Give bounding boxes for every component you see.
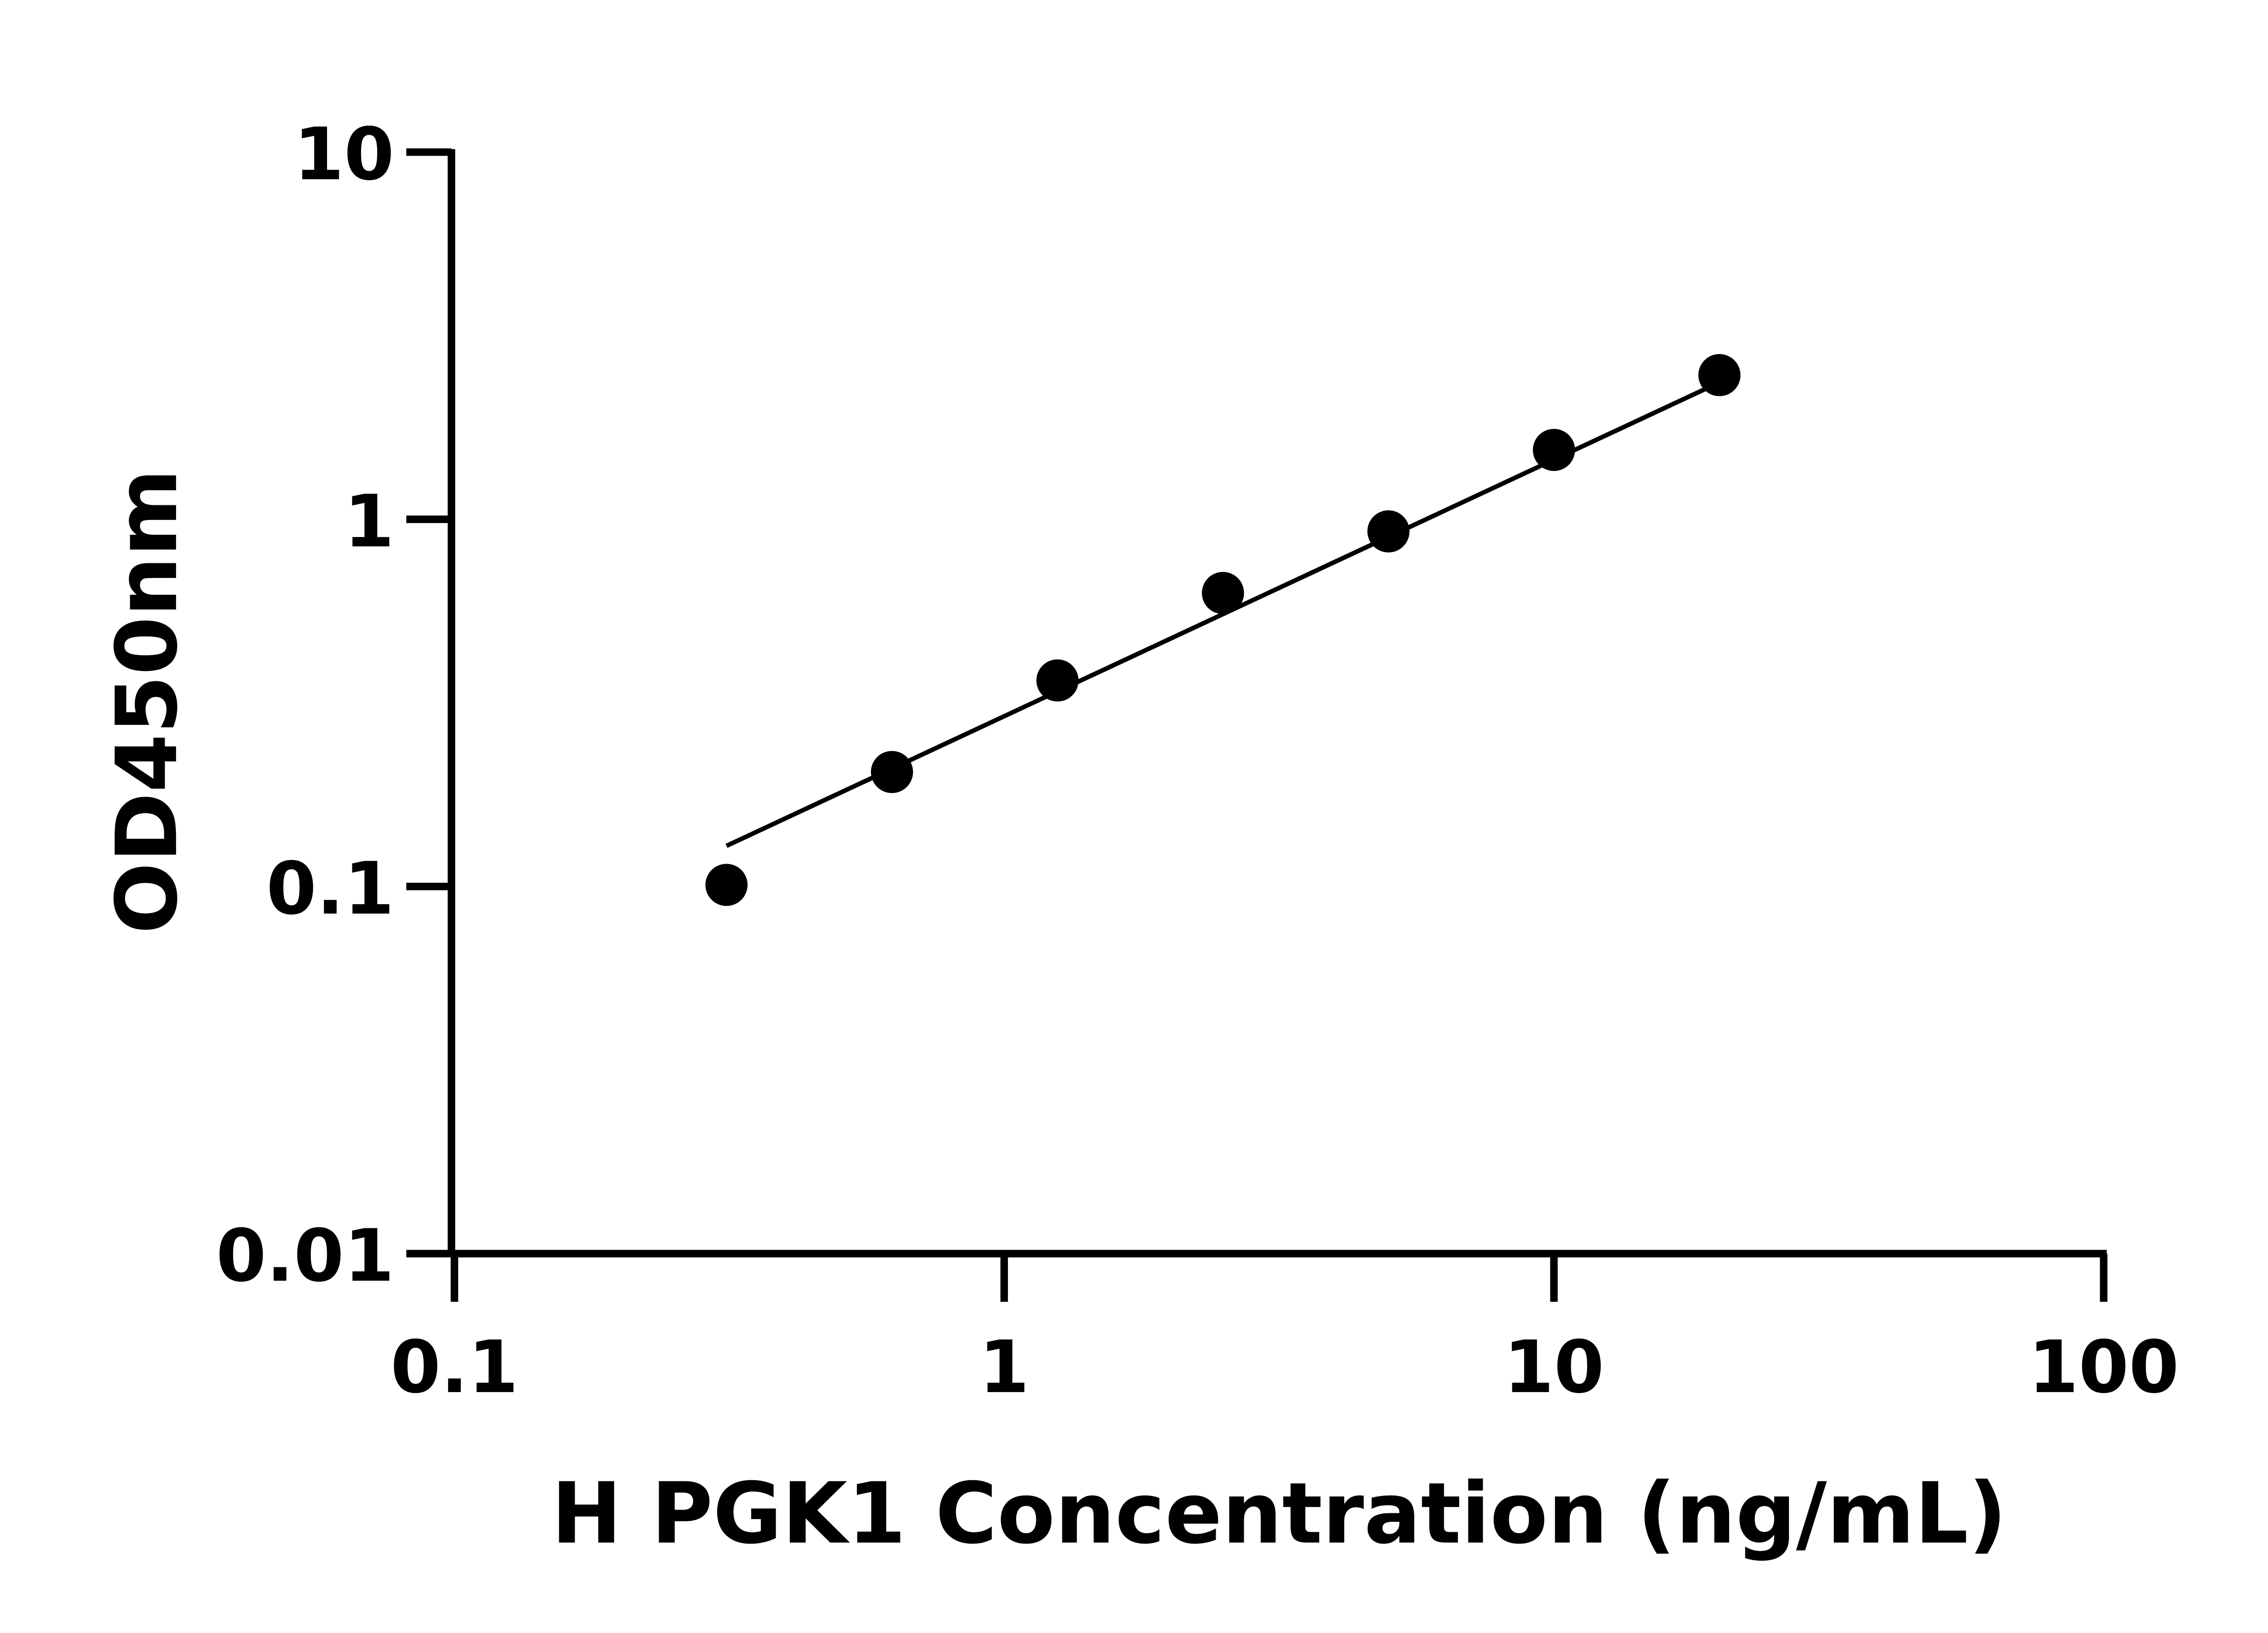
y-axis-label: OD450nm [98,469,196,934]
x-tick-label: 0.1 [391,1325,518,1409]
x-tick-label: 10 [1504,1325,1604,1409]
data-point [1367,510,1410,552]
x-tick-label: 100 [2028,1325,2179,1409]
marks [705,354,1741,906]
axes [406,148,2108,1302]
data-point [1036,659,1079,702]
data-point [705,864,748,906]
data-point [870,751,913,793]
data-point [1698,354,1741,396]
y-tick-label: 1 [344,479,394,564]
data-point [1533,429,1575,471]
y-tick-label: 10 [294,112,395,196]
data-point [1202,572,1244,614]
y-tick-label: 0.01 [216,1213,394,1298]
x-tick-label: 1 [979,1325,1029,1409]
y-tick-label: 0.1 [266,846,394,931]
x-axis-label: H PGK1 Concentration (ng/mL) [551,1465,2007,1563]
tick-labels: 0.01 0.1 1 10 0.1 1 10 100 [216,112,2179,1409]
